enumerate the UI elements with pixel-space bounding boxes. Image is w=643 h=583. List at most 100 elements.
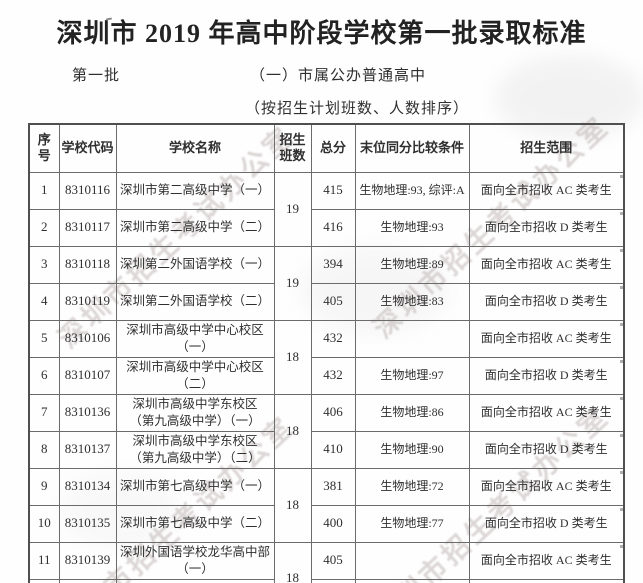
cell-code: 8310139: [58, 541, 117, 580]
table-row: 8 8310137 深圳市高级中学东校区 （第九高级中学）（二） 410 生物地…: [28, 430, 625, 469]
cell-seq: 11: [28, 541, 60, 580]
cell-tie: 生物地理:77: [354, 504, 470, 543]
cell-score: 432: [310, 356, 356, 395]
cell-tie: [354, 541, 470, 580]
cell-school-name: 深圳市第七高级中学（一）: [115, 467, 275, 506]
cell-code: 8310134: [58, 467, 117, 506]
table-row: 3 8310118 深圳第二外国语学校（一） 19 394 生物地理:89 面向…: [28, 245, 625, 321]
sort-note: （按招生计划班数、人数排序）: [245, 101, 470, 117]
cell-school-name: 深圳第二外国语学校（二）: [115, 282, 275, 321]
cell-seq: 1: [28, 171, 60, 210]
cell-code: 8310137: [58, 430, 117, 469]
table-row: 5 8310106 深圳市高级中学中心校区（一） 18 432 面向全市招收 A…: [28, 319, 625, 395]
cell-score: [310, 578, 356, 583]
cell-scope: 面向全市招收 D 类考生: [468, 208, 625, 247]
cell-seq: 9: [28, 467, 60, 506]
cell-scope: 面向全市招收 AC 类考生: [468, 319, 625, 358]
cell-tie: [354, 319, 470, 358]
header-score: 总分: [310, 123, 356, 173]
cell-seq: 3: [28, 245, 60, 284]
cell-tie: 生物地理:90: [354, 430, 470, 469]
cell-seq: 6: [28, 356, 60, 395]
table-row: 4 8310119 深圳第二外国语学校（二） 405 生物地理:83 面向全市招…: [28, 282, 625, 321]
cell-school-name: 深圳市第二高级中学（一）: [115, 171, 275, 210]
cell-score: 405: [310, 541, 356, 580]
cell-seq: 5: [28, 319, 60, 358]
table-row: 7 8310136 深圳市高级中学东校区 （第九高级中学）（一） 18 406 …: [28, 393, 625, 469]
cell-seq: 10: [28, 504, 60, 543]
cell-school-name: 深圳市高级中学东校区 （第九高级中学）（二）: [115, 430, 275, 469]
cell-scope: 面向全市招收 AC 类考生: [468, 393, 625, 432]
cell-scope: 面向全市招收 AC 类考生: [468, 171, 625, 210]
cell-tie: 生物地理:89: [354, 245, 470, 284]
cell-school-name: 深圳市高级中学中心校区（二）: [115, 356, 275, 395]
cell-score: 405: [310, 282, 356, 321]
cell-school-name: [115, 578, 275, 583]
cell-scope: 面向全市招收 AC 类考生: [468, 541, 625, 580]
cell-tie: [354, 578, 470, 583]
table-row: 6 8310107 深圳市高级中学中心校区（二） 432 生物地理:97 面向全…: [28, 356, 625, 395]
table-row: 11 8310139 深圳外国语学校龙华高中部 （一） 18 405 面向全市招…: [28, 541, 625, 583]
cell-tie: 生物地理:93, 综评:A: [354, 171, 470, 210]
cell-code: 8310135: [58, 504, 117, 543]
cell-school-name: 深圳市高级中学中心校区（一）: [115, 319, 275, 358]
cell-seq: 7: [28, 393, 60, 432]
cell-score: 394: [310, 245, 356, 284]
cell-tie: 生物地理:93: [354, 208, 470, 247]
header-tie: 末位同分比较条件: [354, 123, 470, 173]
cell-code: 8310119: [58, 282, 117, 321]
cell-school-name: 深圳市第七高级中学（二）: [115, 504, 275, 543]
batch-label: 第一批: [72, 68, 121, 84]
cell-seq: 2: [28, 208, 60, 247]
section-label: （一）市属公办普通高中: [250, 68, 427, 84]
table-row: 2 8310117 深圳市第二高级中学（二） 416 生物地理:93 面向全市招…: [28, 208, 625, 247]
cell-classes: 18: [273, 319, 312, 395]
cell-code: 8310118: [58, 245, 117, 284]
table-header-row: 序号 学校代码 学校名称 招生班数 总分 末位同分比较条件 招生范围: [28, 123, 625, 173]
cell-score: 381: [310, 467, 356, 506]
cell-score: 406: [310, 393, 356, 432]
cell-classes: 18: [273, 467, 312, 543]
cell-code: 8310117: [58, 208, 117, 247]
header-classes: 招生班数: [273, 123, 312, 173]
cell-score: 410: [310, 430, 356, 469]
header-name: 学校名称: [115, 123, 275, 173]
header-code: 学校代码: [58, 123, 117, 173]
cell-school-name: 深圳市高级中学东校区 （第九高级中学）（一）: [115, 393, 275, 432]
cell-scope: 面向全市招收 D 类考生: [468, 356, 625, 395]
cell-code: 8310136: [58, 393, 117, 432]
cell-classes: 18: [273, 541, 312, 583]
cell-tie: 生物地理:86: [354, 393, 470, 432]
cell-scope: 面向全市招收 AC 类考生: [468, 245, 625, 284]
cell-tie: 生物地理:72: [354, 467, 470, 506]
cell-tie: 生物地理:97: [354, 356, 470, 395]
cell-score: 432: [310, 319, 356, 358]
cell-scope: [468, 578, 625, 583]
cell-code: 8310116: [58, 171, 117, 210]
table-row: 10 8310135 深圳市第七高级中学（二） 400 生物地理:77 面向全市…: [28, 504, 625, 543]
cell-scope: 面向全市招收 D 类考生: [468, 282, 625, 321]
table-row: 9 8310134 深圳市第七高级中学（一） 18 381 生物地理:72 面向…: [28, 467, 625, 543]
table-row-clipped: [28, 578, 625, 583]
table-row: 1 8310116 深圳市第二高级中学（一） 19 415 生物地理:93, 综…: [28, 171, 625, 247]
cell-classes: 19: [273, 245, 312, 321]
page-title: 深圳市 2019 年高中阶段学校第一批录取标准: [56, 19, 587, 48]
cell-classes: 18: [273, 393, 312, 469]
cell-score: 400: [310, 504, 356, 543]
admissions-table: 序号 学校代码 学校名称 招生班数 总分 末位同分比较条件 招生范围 1 831…: [28, 123, 625, 583]
cell-scope: 面向全市招收 AC 类考生: [468, 467, 625, 506]
cell-school-name: 深圳市第二高级中学（二）: [115, 208, 275, 247]
cell-code: 8310106: [58, 319, 117, 358]
cell-scope: 面向全市招收 D 类考生: [468, 430, 625, 469]
cell-classes: 19: [273, 171, 312, 247]
cell-seq: 8: [28, 430, 60, 469]
cell-code: 8310107: [58, 356, 117, 395]
cell-seq: [28, 578, 60, 583]
cell-code: [58, 578, 117, 583]
cell-school-name: 深圳外国语学校龙华高中部 （一）: [115, 541, 275, 580]
cell-scope: 面向全市招收 D 类考生: [468, 504, 625, 543]
cell-tie: 生物地理:83: [354, 282, 470, 321]
header-seq: 序号: [28, 123, 60, 173]
header-scope: 招生范围: [468, 123, 625, 173]
